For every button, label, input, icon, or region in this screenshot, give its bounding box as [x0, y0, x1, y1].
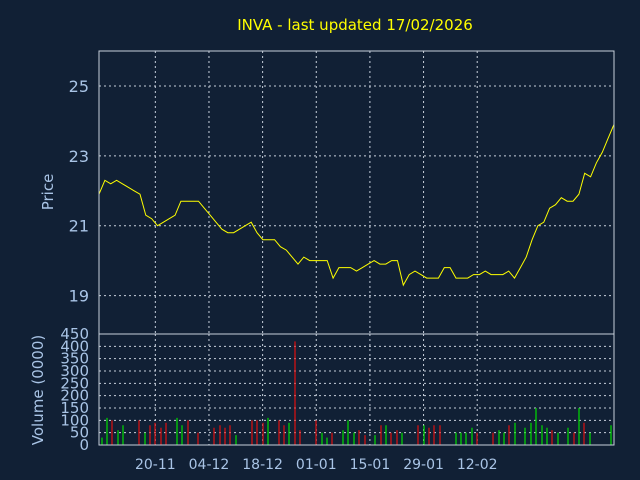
chart-title: INVA - last updated 17/02/2026 [237, 16, 473, 34]
volume-y-tick-label: 450 [60, 325, 89, 343]
volume-y-tick-label: 250 [60, 374, 89, 392]
volume-y-tick-label: 400 [60, 337, 89, 355]
x-tick-label: 18-12 [242, 457, 283, 473]
x-tick-label: 15-01 [350, 457, 391, 473]
price-y-tick-label: 23 [69, 147, 89, 166]
x-tick-label: 04-12 [189, 457, 230, 473]
price-y-tick-label: 19 [69, 287, 89, 306]
volume-y-tick-label: 100 [60, 411, 89, 429]
x-tick-label: 20-11 [135, 457, 176, 473]
volume-y-tick-label: 200 [60, 387, 89, 405]
x-tick-label: 01-01 [296, 457, 337, 473]
volume-axis-label: Volume (0000) [29, 335, 47, 445]
price-y-tick-labels: 19 21 23 25 [69, 77, 89, 306]
price-y-tick-label: 21 [69, 217, 89, 236]
volume-y-tick-label: 350 [60, 350, 89, 368]
price-series-line [98, 124, 615, 287]
x-tick-label: 29-01 [403, 457, 444, 473]
volume-y-tick-label: 300 [60, 362, 89, 380]
volume-bars [101, 341, 612, 445]
volume-grid [99, 334, 614, 445]
volume-y-tick-label: 50 [70, 424, 89, 442]
volume-panel-frame [98, 333, 615, 446]
x-tick-label: 12-02 [457, 457, 498, 473]
volume-y-tick-label: 150 [60, 399, 89, 417]
price-axis-label: Price [39, 174, 57, 211]
price-y-tick-label: 25 [69, 77, 89, 96]
price-grid [99, 51, 614, 334]
volume-y-tick-label: 0 [79, 436, 89, 454]
x-tick-labels: 20-11 04-12 18-12 01-01 15-01 29-01 12-02 [135, 457, 498, 473]
